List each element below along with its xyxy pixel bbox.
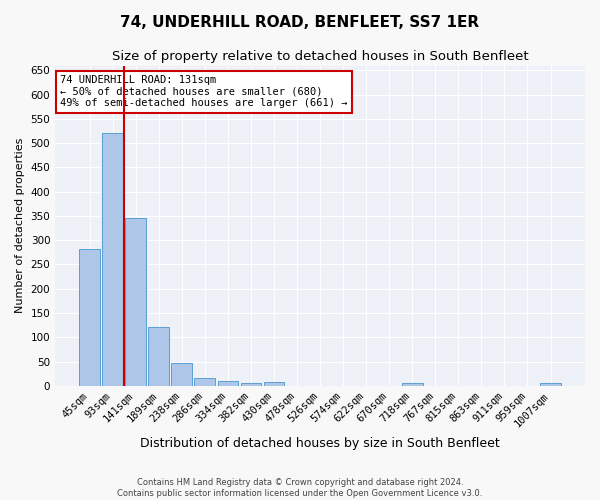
Text: 74 UNDERHILL ROAD: 131sqm
← 50% of detached houses are smaller (680)
49% of semi: 74 UNDERHILL ROAD: 131sqm ← 50% of detac… (61, 75, 348, 108)
Bar (79, 249, 100, 386)
Bar (172, 362, 192, 386)
Bar (263, 382, 284, 386)
Bar (218, 381, 238, 386)
Bar (102, 132, 123, 386)
Text: Contains HM Land Registry data © Crown copyright and database right 2024.
Contai: Contains HM Land Registry data © Crown c… (118, 478, 482, 498)
X-axis label: Distribution of detached houses by size in South Benfleet: Distribution of detached houses by size … (140, 437, 500, 450)
Bar (540, 384, 561, 386)
Text: 74, UNDERHILL ROAD, BENFLEET, SS7 1ER: 74, UNDERHILL ROAD, BENFLEET, SS7 1ER (121, 15, 479, 30)
Title: Size of property relative to detached houses in South Benfleet: Size of property relative to detached ho… (112, 50, 529, 63)
Bar (194, 378, 215, 386)
Bar (125, 218, 146, 386)
Bar (241, 384, 262, 386)
Bar (148, 326, 169, 386)
Bar (402, 383, 422, 386)
Y-axis label: Number of detached properties: Number of detached properties (15, 138, 25, 314)
